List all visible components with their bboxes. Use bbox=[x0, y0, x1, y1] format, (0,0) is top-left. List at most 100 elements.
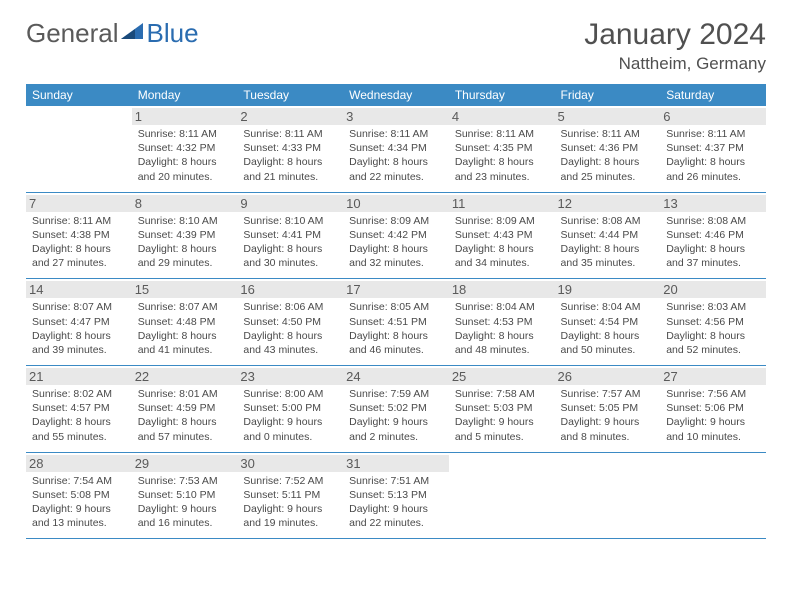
sunset-text: Sunset: 4:57 PM bbox=[32, 401, 126, 415]
day-number: 7 bbox=[26, 195, 132, 212]
day-number: 22 bbox=[132, 368, 238, 385]
day-cell bbox=[555, 452, 661, 539]
day-cell bbox=[26, 106, 132, 192]
day-cell: 30Sunrise: 7:52 AMSunset: 5:11 PMDayligh… bbox=[237, 452, 343, 539]
day-number: 4 bbox=[449, 108, 555, 125]
day-cell: 26Sunrise: 7:57 AMSunset: 5:05 PMDayligh… bbox=[555, 366, 661, 453]
logo-text-general: General bbox=[26, 18, 119, 49]
day-content: Sunrise: 8:07 AMSunset: 4:48 PMDaylight:… bbox=[138, 300, 232, 357]
day-content: Sunrise: 7:57 AMSunset: 5:05 PMDaylight:… bbox=[561, 387, 655, 444]
daylight-text: Daylight: 9 hours and 22 minutes. bbox=[349, 502, 443, 530]
sunrise-text: Sunrise: 8:09 AM bbox=[349, 214, 443, 228]
sunrise-text: Sunrise: 7:51 AM bbox=[349, 474, 443, 488]
day-cell: 25Sunrise: 7:58 AMSunset: 5:03 PMDayligh… bbox=[449, 366, 555, 453]
sunrise-text: Sunrise: 8:11 AM bbox=[243, 127, 337, 141]
day-header: Monday bbox=[132, 84, 238, 106]
day-cell: 12 Sunrise: 8:08 AMSunset: 4:44 PMDayligh… bbox=[555, 192, 661, 279]
day-content: Sunrise: 8:02 AMSunset: 4:57 PMDaylight:… bbox=[32, 387, 126, 444]
sunset-text: Sunset: 5:06 PM bbox=[666, 401, 760, 415]
sunrise-text: Sunrise: 8:02 AM bbox=[32, 387, 126, 401]
day-content: Sunrise: 8:05 AMSunset: 4:51 PMDaylight:… bbox=[349, 300, 443, 357]
day-content: Sunrise: 8:00 AMSunset: 5:00 PMDaylight:… bbox=[243, 387, 337, 444]
day-content: Sunrise: 8:11 AMSunset: 4:38 PMDaylight:… bbox=[32, 214, 126, 271]
day-content: Sunrise: 8:11 AMSunset: 4:36 PMDaylight:… bbox=[561, 127, 655, 184]
sunrise-text: Sunrise: 8:07 AM bbox=[32, 300, 126, 314]
day-cell: 14Sunrise: 8:07 AMSunset: 4:47 PMDayligh… bbox=[26, 279, 132, 366]
daylight-text: Daylight: 8 hours and 20 minutes. bbox=[138, 155, 232, 183]
sunset-text: Sunset: 4:39 PM bbox=[138, 228, 232, 242]
week-row: 14Sunrise: 8:07 AMSunset: 4:47 PMDayligh… bbox=[26, 279, 766, 366]
day-number: 20 bbox=[660, 281, 766, 298]
day-cell: 1Sunrise: 8:11 AMSunset: 4:32 PMDaylight… bbox=[132, 106, 238, 192]
daylight-text: Daylight: 9 hours and 13 minutes. bbox=[32, 502, 126, 530]
sunrise-text: Sunrise: 8:10 AM bbox=[138, 214, 232, 228]
day-content: Sunrise: 7:58 AMSunset: 5:03 PMDaylight:… bbox=[455, 387, 549, 444]
day-cell: 18 Sunrise: 8:04 AMSunset: 4:53 PMDayligh… bbox=[449, 279, 555, 366]
day-cell: 31Sunrise: 7:51 AMSunset: 5:13 PMDayligh… bbox=[343, 452, 449, 539]
daylight-text: Daylight: 9 hours and 16 minutes. bbox=[138, 502, 232, 530]
day-cell: 4 Sunrise: 8:11 AMSunset: 4:35 PMDaylight… bbox=[449, 106, 555, 192]
sunrise-text: Sunrise: 8:06 AM bbox=[243, 300, 337, 314]
sunset-text: Sunset: 4:51 PM bbox=[349, 315, 443, 329]
day-header: Thursday bbox=[449, 84, 555, 106]
calendar-table: Sunday Monday Tuesday Wednesday Thursday… bbox=[26, 84, 766, 539]
daylight-text: Daylight: 8 hours and 22 minutes. bbox=[349, 155, 443, 183]
sunset-text: Sunset: 4:35 PM bbox=[455, 141, 549, 155]
day-cell: 19Sunrise: 8:04 AMSunset: 4:54 PMDayligh… bbox=[555, 279, 661, 366]
month-year-title: January 2024 bbox=[584, 18, 766, 52]
location-label: Nattheim, Germany bbox=[584, 54, 766, 74]
sunset-text: Sunset: 5:10 PM bbox=[138, 488, 232, 502]
sunset-text: Sunset: 4:53 PM bbox=[455, 315, 549, 329]
daylight-text: Daylight: 8 hours and 35 minutes. bbox=[561, 242, 655, 270]
sunrise-text: Sunrise: 8:01 AM bbox=[138, 387, 232, 401]
daylight-text: Daylight: 8 hours and 29 minutes. bbox=[138, 242, 232, 270]
week-row: 21Sunrise: 8:02 AMSunset: 4:57 PMDayligh… bbox=[26, 366, 766, 453]
sunrise-text: Sunrise: 8:08 AM bbox=[561, 214, 655, 228]
day-number: 24 bbox=[343, 368, 449, 385]
day-header: Tuesday bbox=[237, 84, 343, 106]
day-number: 15 bbox=[132, 281, 238, 298]
day-number: 18 bbox=[449, 281, 555, 298]
day-number: 21 bbox=[26, 368, 132, 385]
day-number: 28 bbox=[26, 455, 132, 472]
day-number: 8 bbox=[132, 195, 238, 212]
sunset-text: Sunset: 4:44 PM bbox=[561, 228, 655, 242]
sunrise-text: Sunrise: 8:11 AM bbox=[349, 127, 443, 141]
daylight-text: Daylight: 9 hours and 19 minutes. bbox=[243, 502, 337, 530]
daylight-text: Daylight: 8 hours and 23 minutes. bbox=[455, 155, 549, 183]
daylight-text: Daylight: 8 hours and 30 minutes. bbox=[243, 242, 337, 270]
sunrise-text: Sunrise: 7:54 AM bbox=[32, 474, 126, 488]
logo: General Blue bbox=[26, 18, 199, 49]
day-number: 9 bbox=[237, 195, 343, 212]
day-content: Sunrise: 8:11 AMSunset: 4:33 PMDaylight:… bbox=[243, 127, 337, 184]
day-cell: 13 Sunrise: 8:08 AMSunset: 4:46 PMDayligh… bbox=[660, 192, 766, 279]
sunset-text: Sunset: 4:43 PM bbox=[455, 228, 549, 242]
daylight-text: Daylight: 8 hours and 43 minutes. bbox=[243, 329, 337, 357]
day-number: 12 bbox=[555, 195, 661, 212]
day-number: 27 bbox=[660, 368, 766, 385]
daylight-text: Daylight: 8 hours and 46 minutes. bbox=[349, 329, 443, 357]
day-header: Saturday bbox=[660, 84, 766, 106]
day-content: Sunrise: 8:08 AMSunset: 4:46 PMDaylight:… bbox=[666, 214, 760, 271]
sunset-text: Sunset: 4:56 PM bbox=[666, 315, 760, 329]
day-content: Sunrise: 8:04 AMSunset: 4:53 PMDaylight:… bbox=[455, 300, 549, 357]
daylight-text: Daylight: 9 hours and 0 minutes. bbox=[243, 415, 337, 443]
day-cell: 15 Sunrise: 8:07 AMSunset: 4:48 PMDayligh… bbox=[132, 279, 238, 366]
sunrise-text: Sunrise: 8:04 AM bbox=[455, 300, 549, 314]
sunset-text: Sunset: 4:47 PM bbox=[32, 315, 126, 329]
sunset-text: Sunset: 4:48 PM bbox=[138, 315, 232, 329]
daylight-text: Daylight: 9 hours and 5 minutes. bbox=[455, 415, 549, 443]
day-cell: 6Sunrise: 8:11 AMSunset: 4:37 PMDaylight… bbox=[660, 106, 766, 192]
day-content: Sunrise: 8:04 AMSunset: 4:54 PMDaylight:… bbox=[561, 300, 655, 357]
day-header-row: Sunday Monday Tuesday Wednesday Thursday… bbox=[26, 84, 766, 106]
sunset-text: Sunset: 5:00 PM bbox=[243, 401, 337, 415]
day-number: 13 bbox=[660, 195, 766, 212]
sunrise-text: Sunrise: 8:11 AM bbox=[666, 127, 760, 141]
day-content: Sunrise: 7:53 AMSunset: 5:10 PMDaylight:… bbox=[138, 474, 232, 531]
day-header: Wednesday bbox=[343, 84, 449, 106]
daylight-text: Daylight: 9 hours and 10 minutes. bbox=[666, 415, 760, 443]
day-content: Sunrise: 8:11 AMSunset: 4:35 PMDaylight:… bbox=[455, 127, 549, 184]
sunrise-text: Sunrise: 7:58 AM bbox=[455, 387, 549, 401]
daylight-text: Daylight: 8 hours and 48 minutes. bbox=[455, 329, 549, 357]
day-number: 11 bbox=[449, 195, 555, 212]
